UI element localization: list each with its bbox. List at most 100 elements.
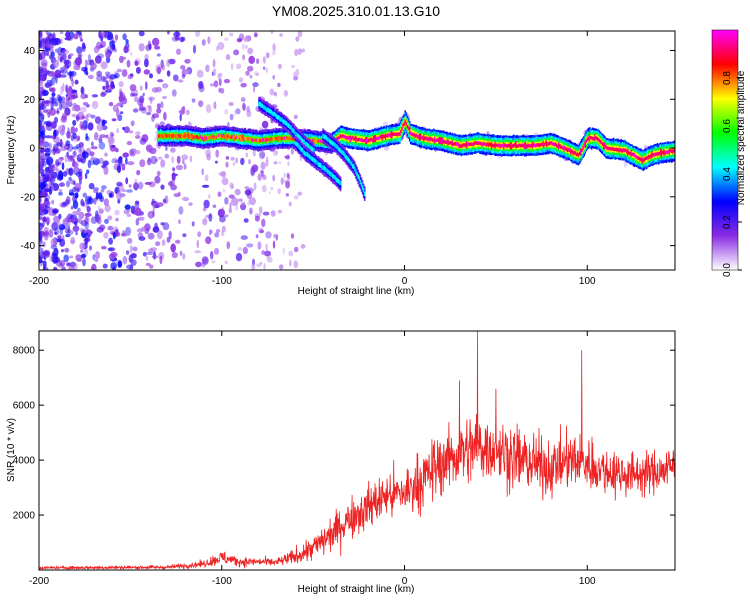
spectrogram-ridge-cell bbox=[541, 142, 544, 146]
spectrogram-noise-blob bbox=[162, 198, 167, 204]
spectrogram-ridge-cell bbox=[176, 133, 178, 137]
spectrogram-ridge-cell bbox=[342, 134, 344, 138]
spectrogram-ridge-cell bbox=[495, 143, 498, 147]
spectrogram-marks bbox=[39, 31, 675, 270]
spectrogram-ridge-cell bbox=[573, 151, 575, 155]
spectrogram-noise-blob bbox=[146, 251, 154, 255]
spectrogram-ridge-cell bbox=[646, 155, 649, 160]
spectrogram-noise-blob bbox=[203, 258, 208, 262]
spectrogram-noise-blob bbox=[237, 247, 243, 251]
spectrogram-noise-blob bbox=[159, 121, 165, 126]
spectrogram-branch-cell bbox=[290, 125, 292, 130]
spectrogram-ridge-cell bbox=[314, 139, 317, 143]
spectrogram-branch-cell bbox=[343, 151, 345, 156]
spectrogram-noise-blob bbox=[272, 43, 276, 52]
spectrogram-ridge-cell bbox=[278, 135, 280, 140]
spectrogram-noise-blob bbox=[150, 247, 158, 252]
spectrogram-ridge-cell bbox=[527, 143, 529, 148]
spectrogram-noise-blob bbox=[184, 58, 191, 64]
spectrogram-ridge-cell bbox=[487, 143, 490, 147]
spectrogram-ridge-cell bbox=[289, 136, 291, 141]
spectrogram-noise-blob bbox=[70, 155, 74, 163]
spectrogram-noise-blob bbox=[130, 253, 137, 259]
spectrogram-noise-blob bbox=[101, 185, 107, 190]
spectrogram-noise-blob bbox=[66, 88, 73, 97]
spectrogram-ridge-cell bbox=[418, 134, 421, 139]
spectrogram-ridge-cell bbox=[604, 144, 606, 148]
spectrogram-ridge-cell bbox=[218, 133, 220, 138]
spectrogram-noise-blob bbox=[134, 207, 142, 216]
spectrogram-branch-cell bbox=[363, 191, 366, 197]
spectrogram-noise-blob bbox=[134, 208, 142, 217]
spectrogram-ridge-cell bbox=[200, 136, 203, 140]
spectrogram-noise-blob bbox=[116, 128, 119, 134]
spectrogram-branch-cell bbox=[308, 153, 310, 159]
spectrogram-noise-blob bbox=[126, 214, 131, 217]
spectrogram-ridge-cell bbox=[206, 136, 208, 140]
spectrogram-noise-blob bbox=[223, 78, 230, 84]
spectrogram-ridge-cell bbox=[286, 136, 288, 140]
spectrogram-noise-blob bbox=[87, 74, 94, 80]
spectrogram-ridge-cell bbox=[177, 134, 180, 138]
spectrogram-noise-blob bbox=[84, 172, 88, 180]
spectrogram-noise-blob bbox=[133, 96, 139, 103]
spectrogram-ridge-cell bbox=[211, 135, 214, 139]
spectrogram-branch-cell bbox=[327, 169, 330, 175]
spectrogram-branch-cell bbox=[283, 119, 286, 125]
spectrogram-noise-blob bbox=[71, 113, 78, 118]
spectrogram-noise-blob bbox=[172, 167, 176, 172]
spectrogram-noise-blob bbox=[52, 147, 57, 156]
spectrogram-noise-blob bbox=[152, 37, 160, 47]
spectrogram-noise-blob bbox=[285, 193, 289, 197]
spectrogram-noise-blob bbox=[118, 81, 124, 88]
spectrogram-ridge-cell bbox=[634, 154, 637, 159]
spectrogram-noise-blob bbox=[293, 246, 299, 253]
spectrogram-ridge-cell bbox=[571, 149, 573, 154]
spectrogram-noise-blob bbox=[72, 151, 76, 156]
spectrogram-noise-blob bbox=[213, 80, 219, 88]
spectrogram-branch-cell bbox=[355, 169, 357, 174]
spectrogram-ridge-cell bbox=[660, 151, 662, 155]
spectrogram-ridge-cell bbox=[195, 135, 197, 139]
spectrogram-noise-blob bbox=[61, 49, 69, 55]
spectrogram-branch-cell bbox=[333, 174, 335, 180]
spectrogram-noise-blob bbox=[176, 48, 181, 55]
spectrogram-noise-blob bbox=[241, 43, 245, 50]
spectrogram-ridge-cell bbox=[430, 137, 433, 142]
spectrogram-noise-blob bbox=[43, 100, 50, 104]
spectrogram-ridge-cell bbox=[640, 157, 642, 162]
spectrogram-ridge-cell bbox=[578, 151, 581, 156]
spectrogram-ridge-cell bbox=[594, 136, 596, 141]
spectrogram-noise-blob bbox=[122, 255, 128, 265]
spectrogram-y-tick-label: -20 bbox=[21, 192, 36, 203]
spectrogram-noise-blob bbox=[161, 64, 166, 71]
spectrogram-noise-blob bbox=[167, 31, 170, 35]
spectrogram-branch-cell bbox=[338, 180, 341, 185]
spectrogram-ridge-cell bbox=[319, 140, 321, 144]
spectrogram-noise-blob bbox=[97, 53, 104, 59]
spectrogram-noise-blob bbox=[89, 151, 95, 157]
spectrogram-ridge-cell bbox=[662, 150, 664, 155]
spectrogram-noise-blob bbox=[75, 231, 78, 236]
spectrogram-branch-cell bbox=[298, 144, 300, 149]
spectrogram-ridge-cell bbox=[355, 136, 357, 141]
spectrogram-noise-blob bbox=[147, 232, 155, 240]
spectrogram-noise-blob bbox=[91, 94, 99, 98]
spectrogram-ridge-cell bbox=[184, 134, 186, 138]
spectrogram-noise-blob bbox=[251, 170, 254, 177]
spectrogram-noise-blob bbox=[221, 225, 226, 233]
spectrogram-noise-blob bbox=[252, 149, 256, 157]
spectrogram-ridge-cell bbox=[290, 136, 293, 141]
spectrogram-noise-blob bbox=[80, 38, 83, 42]
spectrogram-branch-cell bbox=[335, 177, 337, 182]
spectrogram-noise-blob bbox=[42, 90, 49, 96]
spectrogram-noise-blob bbox=[77, 31, 82, 36]
spectrogram-noise-blob bbox=[39, 104, 43, 112]
spectrogram-branch-cell bbox=[296, 141, 298, 147]
spectrogram-x-tick-label: -100 bbox=[212, 276, 232, 287]
spectrogram-noise-blob bbox=[111, 158, 118, 164]
spectrogram-ridge-cell bbox=[180, 133, 183, 138]
spectrogram-noise-blob bbox=[202, 184, 210, 188]
spectrogram-ridge-cell bbox=[471, 142, 473, 146]
spectrogram-ridge-cell bbox=[657, 152, 660, 156]
